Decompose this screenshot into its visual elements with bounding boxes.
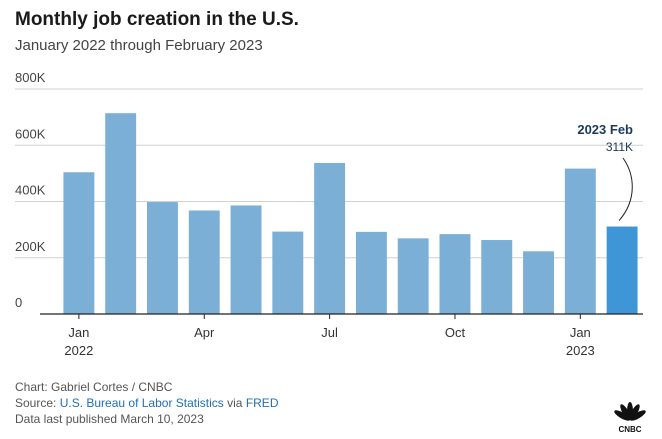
chart-subtitle: January 2022 through February 2023: [15, 37, 263, 54]
chart-credit: Chart: Gabriel Cortes / CNBC: [15, 380, 173, 394]
bar-2022-01: [63, 172, 95, 314]
bar-2022-09: [397, 238, 429, 314]
bar-2023-02: [606, 226, 638, 314]
y-tick-label: 800K: [15, 70, 46, 85]
logo-text: CNBC: [618, 425, 641, 434]
source-prefix: Source:: [15, 396, 60, 410]
bar-2023-01: [564, 168, 596, 314]
source-link-fred[interactable]: FRED: [245, 396, 279, 410]
bar-2022-11: [481, 240, 513, 314]
source-link-bls[interactable]: U.S. Bureau of Labor Statistics: [59, 396, 224, 410]
y-tick-label: 0: [15, 295, 22, 310]
annotation-value: 311K: [606, 140, 633, 154]
bar-2022-05: [230, 205, 262, 314]
bar-2022-08: [355, 231, 387, 314]
chart-title: Monthly job creation in the U.S.: [15, 9, 299, 30]
bar-2022-12: [523, 251, 554, 314]
x-tick-label: Jan: [570, 325, 591, 340]
y-tick-label: 600K: [15, 126, 46, 141]
x-tick-label: Apr: [194, 325, 215, 340]
data-published: Data last published March 10, 2023: [15, 412, 204, 426]
bar-2022-06: [272, 231, 304, 314]
annotation-label: 2023 Feb: [577, 122, 633, 137]
bar-2022-02: [105, 113, 137, 314]
x-tick-year-label: 2023: [566, 343, 595, 358]
annotation-leader-line: [618, 157, 633, 221]
chart-footer: Chart: Gabriel Cortes / CNBC Source: U.S…: [15, 379, 278, 427]
bar-2022-04: [188, 210, 220, 314]
x-tick-year-label: 2022: [64, 343, 93, 358]
x-tick-label: Oct: [445, 325, 466, 340]
x-tick-label: Jan: [68, 325, 89, 340]
bar-2022-03: [147, 202, 178, 314]
chart-source: Source: U.S. Bureau of Labor Statistics …: [15, 395, 278, 411]
bar-chart: 0 200K 400K 600K 800K Jan 2022 Apr Jul Oct Jan 2023…: [15, 70, 643, 358]
source-via: via: [223, 396, 246, 410]
x-tick-label: Jul: [321, 325, 338, 340]
bar-2022-10: [439, 234, 471, 314]
y-tick-label: 200K: [15, 239, 46, 254]
y-tick-label: 400K: [15, 183, 46, 198]
cnbc-peacock-icon: CNBC: [614, 402, 646, 434]
bar-2022-07: [314, 162, 346, 314]
